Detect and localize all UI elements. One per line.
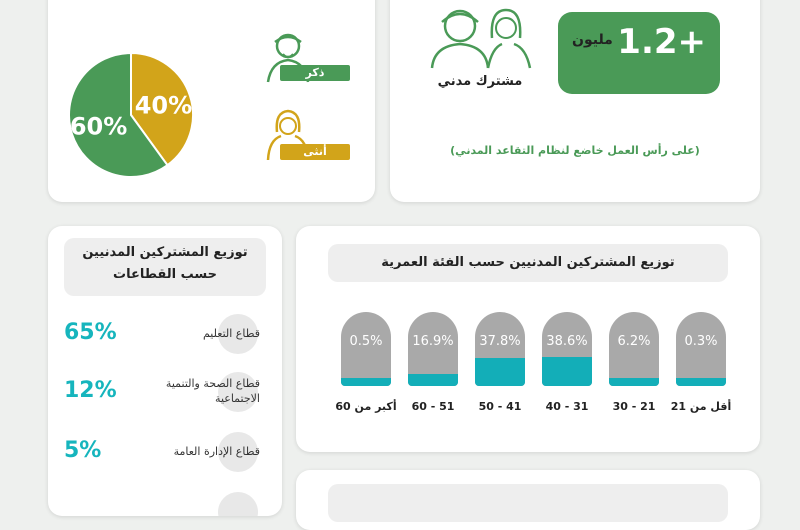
age-bar: 0.3%	[676, 312, 726, 386]
age-category-label: أكبر من 60	[335, 400, 397, 413]
gender-pie-chart: 40% 60%	[68, 51, 194, 178]
age-category-label: 41 - 50	[478, 400, 522, 413]
age-bar-fill	[475, 358, 525, 386]
subscriber-count-unit: مليون	[572, 32, 613, 48]
age-bar-value-label: 0.5%	[349, 334, 383, 349]
pie-slice-male	[68, 51, 169, 178]
sectors-title: توزيع المشتركين المدنيين حسب القطاعات	[64, 238, 266, 296]
subscribers-icon	[430, 8, 532, 69]
pie-label-female: 40%	[135, 91, 192, 119]
sectors-title-line1: توزيع المشتركين المدنيين	[82, 245, 248, 260]
gender-card: 40% 60% ذكر أنثى	[48, 0, 375, 202]
bottom-card	[296, 470, 760, 530]
sector-pct-education: 65%	[64, 320, 117, 345]
age-bar-value-label: 0.3%	[684, 334, 718, 349]
age-bar-value-label: 38.6%	[546, 334, 588, 349]
subscriber-count-value: 1.2+	[617, 22, 706, 62]
sector-bullet	[218, 492, 258, 516]
subscribers-note: (على رأس العمل خاضع لنظام التقاعد المدني…	[450, 144, 700, 157]
sector-pct-health: 12%	[64, 378, 117, 403]
age-bar: 6.2%	[609, 312, 659, 386]
age-category-label: 31 - 40	[545, 400, 589, 413]
sector-pct-admin: 5%	[64, 438, 102, 463]
age-bar-fill	[609, 378, 659, 386]
sectors-title-line2: حسب القطاعات	[113, 267, 217, 282]
sectors-card: توزيع المشتركين المدنيين حسب القطاعات 65…	[48, 226, 282, 516]
age-bar: 38.6%	[542, 312, 592, 386]
age-category-label: 21 - 30	[612, 400, 656, 413]
bottom-card-title-box	[328, 484, 728, 522]
age-distribution-card: توزيع المشتركين المدنيين حسب الفئة العمر…	[296, 226, 760, 452]
pie-label-male: 60%	[70, 113, 127, 141]
subscriber-count-badge: مليون 1.2+	[558, 12, 720, 94]
age-bar-fill	[408, 373, 458, 386]
male-legend-label: ذكر	[280, 65, 350, 81]
age-bar-fill	[542, 357, 592, 386]
age-bar-value-label: 6.2%	[617, 334, 651, 349]
sector-bullet	[218, 432, 258, 472]
pie-slice-female	[130, 51, 194, 167]
age-bar-fill	[676, 378, 726, 386]
age-bar-value-label: 16.9%	[412, 334, 454, 349]
age-chart-title: توزيع المشتركين المدنيين حسب الفئة العمر…	[328, 244, 728, 282]
total-subscribers-card: مشترك مدني مليون 1.2+ (على رأس العمل خاض…	[390, 0, 760, 202]
sector-label-education: قطاع التعليم	[202, 327, 260, 340]
sector-bullet	[218, 372, 258, 412]
age-bar: 0.5%	[341, 312, 391, 386]
subscribers-label: مشترك مدني	[437, 74, 523, 89]
sector-label-admin: قطاع الإدارة العامة	[173, 445, 260, 458]
age-bar: 37.8%	[475, 312, 525, 386]
age-category-label: 51 - 60	[411, 400, 455, 413]
age-bar: 16.9%	[408, 312, 458, 386]
sector-bullet	[218, 314, 258, 354]
sector-label-health: قطاع الصحة والتنمية الاجتماعية	[165, 377, 260, 405]
age-category-label: أقل من 21	[670, 400, 732, 413]
female-legend-label: أنثى	[280, 144, 350, 160]
age-bar-fill	[341, 378, 391, 386]
age-bar-value-label: 37.8%	[479, 334, 521, 349]
